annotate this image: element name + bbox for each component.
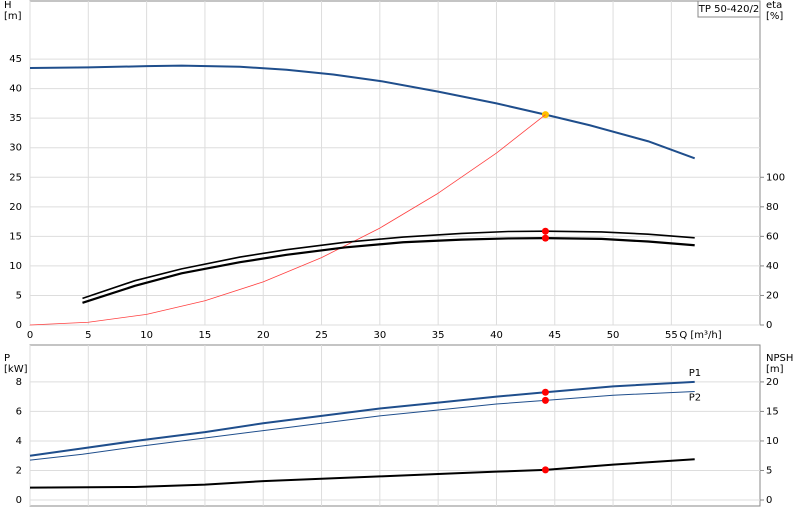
y-tick-label: 40 <box>9 84 22 95</box>
y2-axis-label: NPSH <box>766 353 793 364</box>
y-axis-label: H <box>4 0 12 11</box>
x-tick-label: 15 <box>199 330 212 341</box>
y-tick-label: 8 <box>16 377 22 388</box>
y-tick-label: 5 <box>16 290 22 301</box>
duty-point <box>541 234 549 242</box>
x-axis-label: Q [m³/h] <box>679 330 721 341</box>
x-tick-label: 40 <box>490 330 503 341</box>
duty-point <box>541 396 549 404</box>
series-line <box>82 230 695 300</box>
series-line <box>29 114 546 326</box>
x-tick-label: 50 <box>607 330 620 341</box>
series-label: P1 <box>689 368 701 379</box>
series-line <box>29 458 695 489</box>
series-line <box>29 391 695 461</box>
y2-tick-label: 20 <box>766 290 779 301</box>
y-tick-label: 10 <box>9 261 22 272</box>
series-line <box>29 380 695 457</box>
y-tick-label: 0 <box>16 320 22 331</box>
y-axis-label: [kW] <box>4 364 28 375</box>
plot-frame <box>29 344 761 507</box>
y-tick-label: 45 <box>9 54 22 65</box>
x-tick-label: 5 <box>85 330 91 341</box>
x-tick-label: 30 <box>373 330 386 341</box>
x-tick-label: 0 <box>27 330 33 341</box>
y-tick-label: 35 <box>9 113 22 124</box>
y-axis-label: [m] <box>4 11 22 22</box>
y-tick-label: 25 <box>9 172 22 183</box>
series-label: P2 <box>689 393 701 404</box>
duty-point <box>541 466 549 474</box>
y2-tick-label: 60 <box>766 231 779 242</box>
x-tick-label: 20 <box>257 330 270 341</box>
y2-axis-label: [m] <box>766 364 784 375</box>
x-tick-label: 10 <box>140 330 153 341</box>
y2-tick-label: 5 <box>766 465 772 476</box>
y2-axis-label: [%] <box>766 11 783 22</box>
chart-title: TP 50-420/2 <box>698 4 759 15</box>
x-tick-label: 55 <box>665 330 678 341</box>
y-tick-label: 2 <box>16 465 22 476</box>
y-tick-label: 20 <box>9 202 22 213</box>
y2-tick-label: 20 <box>766 377 779 388</box>
y2-tick-label: 40 <box>766 261 779 272</box>
y2-tick-label: 80 <box>766 202 779 213</box>
y-tick-label: 30 <box>9 143 22 154</box>
series-line <box>82 237 695 304</box>
series-line <box>29 64 696 160</box>
y2-tick-label: 100 <box>766 172 785 183</box>
x-tick-label: 45 <box>548 330 561 341</box>
y2-tick-label: 0 <box>766 495 772 506</box>
y-tick-label: 4 <box>16 436 22 447</box>
y2-axis-label: eta <box>766 0 782 11</box>
y-axis-label: P <box>4 353 10 364</box>
y-tick-label: 0 <box>16 495 22 506</box>
x-tick-label: 35 <box>432 330 445 341</box>
duty-point <box>541 227 549 235</box>
duty-point <box>541 388 549 396</box>
title-box <box>697 0 761 18</box>
y2-tick-label: 10 <box>766 436 779 447</box>
y2-tick-label: 15 <box>766 406 779 417</box>
y2-tick-label: 0 <box>766 320 772 331</box>
x-tick-label: 25 <box>315 330 328 341</box>
y-tick-label: 15 <box>9 231 22 242</box>
plot-frame <box>29 0 761 326</box>
y-tick-label: 6 <box>16 406 22 417</box>
